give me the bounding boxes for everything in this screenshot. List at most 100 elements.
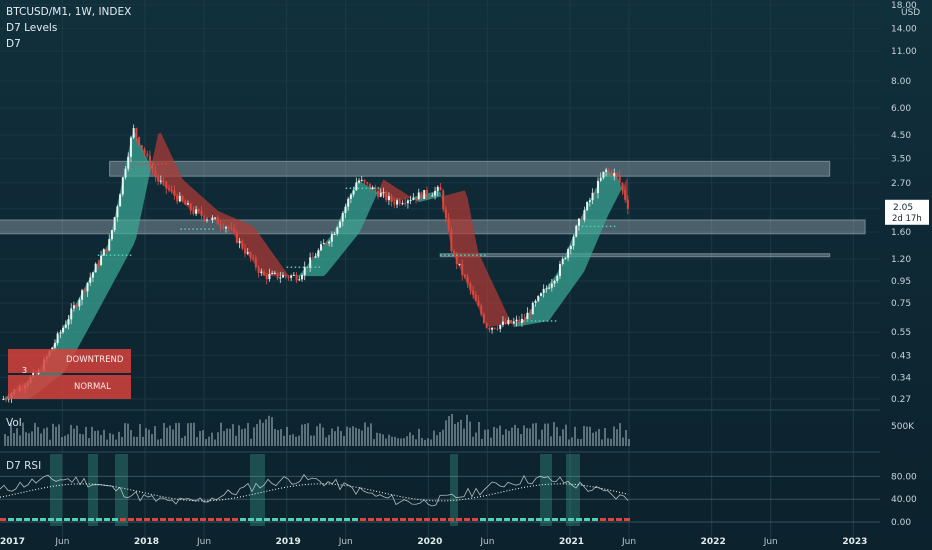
candle-body-133 [363, 179, 366, 183]
rsi-band-5 [540, 454, 552, 526]
candle-body-37 [102, 249, 105, 256]
vol-bar-118 [358, 428, 360, 446]
time-axis[interactable]: 2017 Jun 2018 Jun 2019 Jun 2020 Jun 2021 Jun 2022 J… [0, 537, 867, 547]
vol-bar-159 [481, 438, 483, 446]
candle-body-45 [124, 168, 127, 178]
vol-bar-11 [37, 427, 39, 446]
candle-body-196 [534, 300, 537, 303]
vol-bar-9 [31, 431, 33, 446]
vol-bar-69 [211, 432, 213, 446]
candle-body-204 [556, 276, 559, 281]
vol-bar-91 [277, 430, 279, 446]
current-price-badge [885, 199, 929, 225]
vol-bar-130 [394, 436, 396, 446]
vol-bar-19 [61, 437, 63, 446]
vol-bar-85 [259, 419, 261, 446]
rsi-state-21 [168, 518, 174, 521]
vol-bar-193 [583, 425, 585, 446]
candle-body-140 [382, 192, 385, 194]
rsi-state-7 [56, 518, 62, 521]
candle-body-214 [583, 210, 586, 220]
candle-body-154 [420, 192, 423, 199]
candle-body-161 [439, 186, 442, 191]
vol-bar-84 [256, 424, 258, 446]
price-axis[interactable]: 18.00 14.00 11.00 8.00 6.00 4.50 3.50 2.70 1.60 1… [885, 1, 929, 528]
candle-body-86 [235, 231, 238, 243]
candle-body-162 [442, 190, 445, 210]
rsi-state-52 [416, 518, 422, 521]
rsi-state-60 [480, 518, 486, 521]
rsi-state-37 [296, 518, 302, 521]
rsi-tick-2: 0.00 [891, 518, 911, 528]
candle-body-208 [567, 249, 570, 258]
price-tick-6: 3.50 [891, 155, 911, 165]
rsi-state-72 [576, 518, 582, 521]
candle-body-65 [178, 195, 181, 202]
vol-bar-167 [505, 429, 507, 446]
vol-bar-196 [592, 432, 594, 446]
candle-body-120 [328, 241, 331, 244]
candle-body-113 [309, 257, 312, 268]
indicator-levels-label[interactable]: D7 Levels [6, 22, 58, 34]
candle-body-25 [70, 308, 73, 320]
candle-body-143 [390, 196, 393, 203]
vol-bar-168 [508, 430, 510, 446]
candle-body-43 [119, 194, 122, 207]
vol-bar-63 [193, 422, 195, 446]
vol-bar-20 [64, 435, 66, 446]
rsi-state-38 [304, 518, 310, 521]
vol-bar-139 [421, 438, 423, 446]
vol-bar-6 [22, 422, 24, 446]
symbol-title[interactable]: BTCUSD/M1, 1W, INDEX [6, 6, 132, 18]
vol-bar-71 [217, 432, 219, 446]
candle-body-216 [588, 200, 591, 203]
indicator-d7-label[interactable]: D7 [6, 38, 21, 50]
candle-body-78 [214, 217, 217, 219]
vol-bar-152 [460, 419, 462, 446]
price-tick-1: 14.00 [891, 24, 917, 34]
vol-bar-190 [574, 426, 576, 446]
volume-label[interactable]: Vol [6, 417, 22, 429]
candle-body-220 [599, 177, 602, 181]
rsi-label[interactable]: D7 RSI [6, 460, 42, 472]
rsi-state-64 [512, 518, 518, 521]
candle-body-181 [493, 327, 496, 329]
rsi-state-33 [264, 518, 270, 521]
vol-bar-148 [448, 416, 450, 446]
vol-bar-44 [136, 436, 138, 446]
candle-body-191 [520, 319, 523, 323]
time-label-8: 2021 [559, 537, 584, 547]
vol-bar-149 [451, 414, 453, 446]
vol-bar-169 [511, 427, 513, 446]
rsi-state-23 [184, 518, 190, 521]
zone-0 [109, 160, 831, 177]
vol-bar-12 [40, 433, 42, 446]
vol-bar-145 [439, 432, 441, 446]
candle-body-122 [333, 233, 336, 235]
time-label-11: Jun [763, 537, 778, 547]
vol-bar-120 [364, 422, 366, 446]
vol-bar-56 [172, 429, 174, 446]
candle-body-82 [224, 226, 227, 229]
vol-bar-42 [130, 429, 132, 446]
vol-bar-116 [352, 426, 354, 446]
vol-bar-103 [313, 435, 315, 446]
vol-bar-200 [604, 428, 606, 446]
candle-body-23 [64, 324, 67, 328]
vol-bar-23 [73, 428, 75, 446]
vol-bar-54 [166, 427, 168, 446]
price-tick-10: 1.20 [891, 255, 911, 265]
vol-bar-117 [355, 427, 357, 446]
rsi-state-6 [48, 518, 54, 521]
vol-bar-115 [349, 427, 351, 446]
rsi-state-42 [336, 518, 342, 521]
candle-body-211 [575, 225, 578, 237]
rsi-state-31 [248, 518, 254, 521]
vol-bar-202 [610, 438, 612, 446]
rsi-state-74 [592, 518, 598, 521]
rsi-state-73 [584, 518, 590, 521]
candle-body-21 [59, 332, 62, 334]
candle-body-95 [260, 271, 263, 274]
candle-body-147 [401, 203, 404, 205]
